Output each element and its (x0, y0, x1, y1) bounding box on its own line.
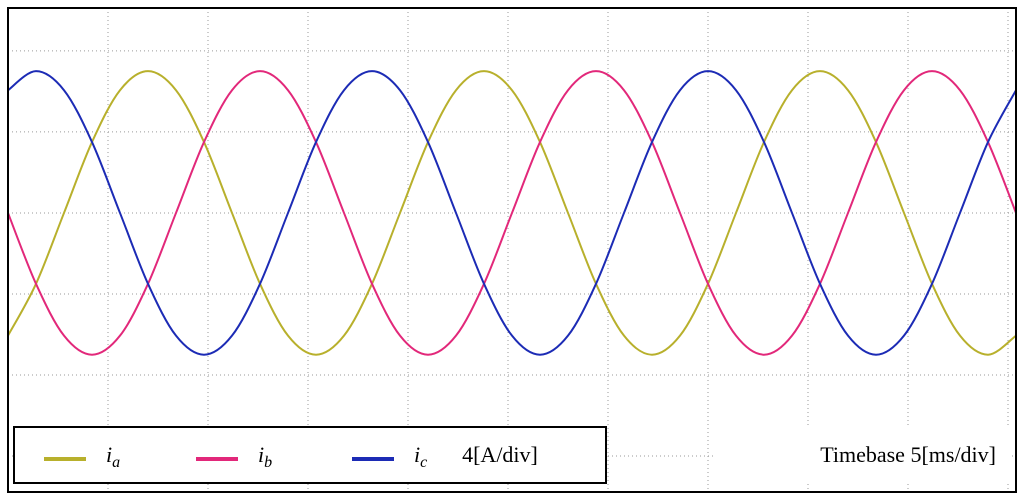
timebase-box (716, 427, 1010, 483)
legend-box (13, 426, 607, 484)
trace (7, 70, 1017, 356)
legend-label: ia (106, 442, 120, 471)
legend: 4[A/div] Timebase 5[ms/div] ia ib ic (13, 426, 1010, 484)
timebase-label: Timebase 5[ms/div] (820, 442, 996, 467)
legend-label: ic (414, 442, 427, 471)
traces (7, 70, 1017, 356)
trace (7, 70, 1017, 356)
scale-label: 4[A/div] (462, 442, 538, 467)
trace (7, 70, 1017, 356)
frame (7, 7, 1017, 493)
legend-label: ib (258, 442, 272, 471)
